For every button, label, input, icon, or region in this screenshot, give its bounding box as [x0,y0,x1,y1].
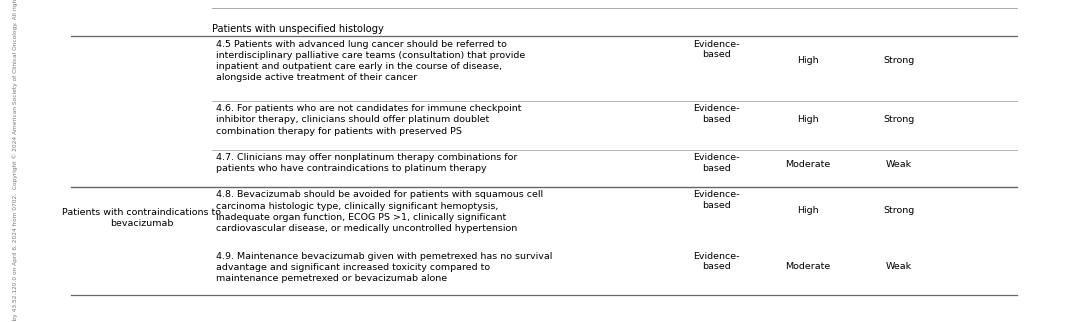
Text: 4.5 Patients with advanced lung cancer should be referred to
interdisciplinary p: 4.5 Patients with advanced lung cancer s… [216,40,525,82]
Text: Evidence-
based: Evidence- based [694,40,740,59]
Text: High: High [797,206,819,215]
Text: Evidence-
based: Evidence- based [694,190,740,210]
Text: Evidence-
based: Evidence- based [694,252,740,271]
Text: 4.7. Clinicians may offer nonplatinum therapy combinations for
patients who have: 4.7. Clinicians may offer nonplatinum th… [216,153,517,173]
Text: Moderate: Moderate [786,262,831,271]
Text: 4.6. For patients who are not candidates for immune checkpoint
inhibitor therapy: 4.6. For patients who are not candidates… [216,104,522,136]
Text: Weak: Weak [886,262,912,271]
Text: Moderate: Moderate [786,160,831,169]
Text: High: High [797,115,819,124]
Text: Patients with contraindications to
bevacizumab: Patients with contraindications to bevac… [62,208,221,228]
Text: Evidence-
based: Evidence- based [694,153,740,173]
Text: Patients with unspecified histology: Patients with unspecified histology [212,24,384,34]
Text: Strong: Strong [884,206,915,215]
Text: Weak: Weak [886,160,912,169]
Text: Strong: Strong [884,115,915,124]
Text: 4.9. Maintenance bevacizumab given with pemetrexed has no survival
advantage and: 4.9. Maintenance bevacizumab given with … [216,252,553,283]
Text: Evidence-
based: Evidence- based [694,104,740,124]
Text: 4.8. Bevacizumab should be avoided for patients with squamous cell
carcinoma his: 4.8. Bevacizumab should be avoided for p… [216,190,543,233]
Text: High: High [797,56,819,65]
Text: Strong: Strong [884,56,915,65]
Text: Downloaded by 43.52.120.0 on April 6, 2024 from 0702.  Copyright © 2024 American: Downloaded by 43.52.120.0 on April 6, 20… [12,0,18,322]
